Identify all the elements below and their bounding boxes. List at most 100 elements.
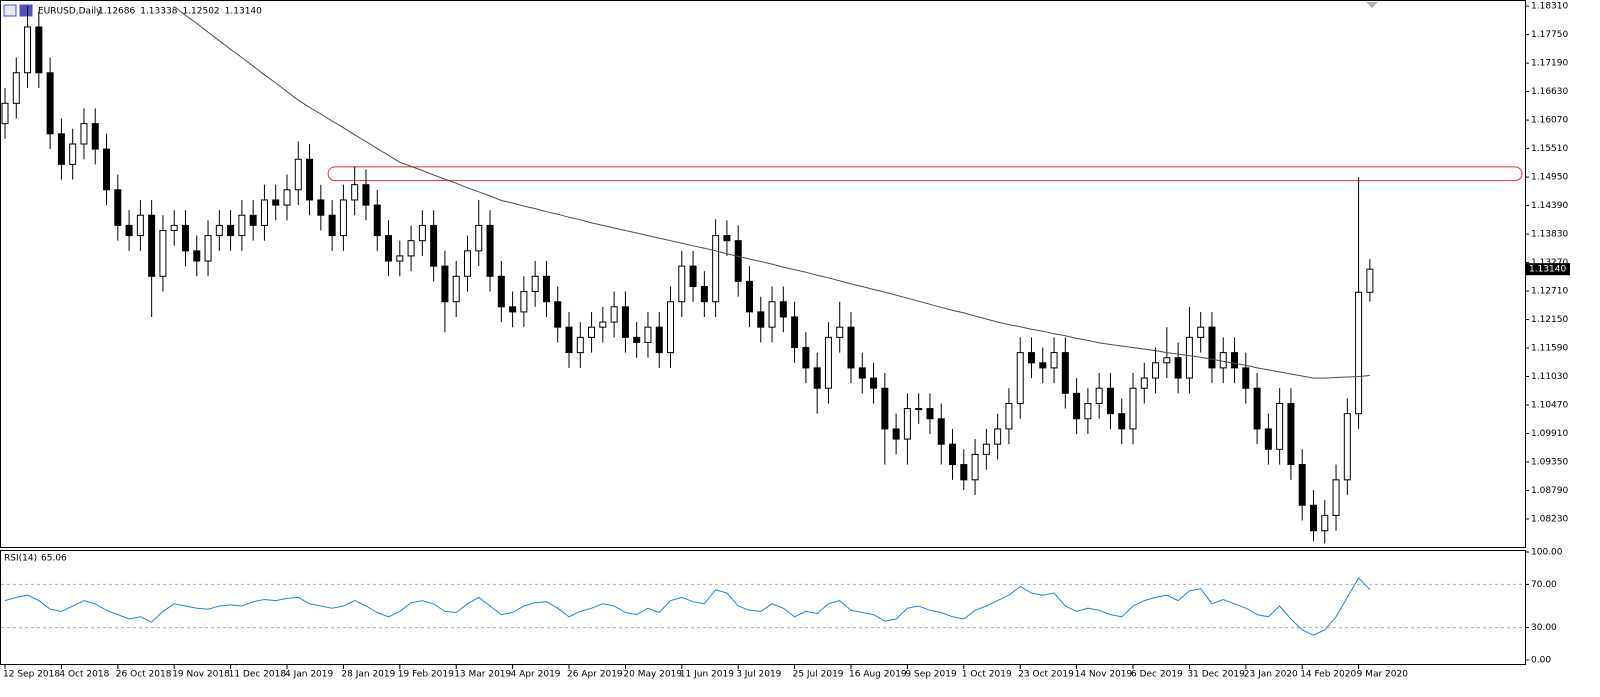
x-tick-label: 20 May 2019 <box>623 670 682 680</box>
candle-body <box>463 250 471 277</box>
x-tick-label: 23 Jan 2020 <box>1244 670 1298 680</box>
y-tick-label: 1.12710 <box>1531 287 1568 297</box>
candle-body <box>317 199 325 216</box>
y-tick-label: 1.11030 <box>1531 372 1568 382</box>
candle-body <box>791 316 799 349</box>
ohlc-value: 1.13338 <box>140 7 177 17</box>
x-tick-label: 28 Jan 2019 <box>341 670 395 680</box>
candle-body <box>655 326 663 354</box>
price-zone <box>327 166 1523 182</box>
candle-body <box>700 285 708 303</box>
candle-body <box>328 214 336 237</box>
x-tick-label: 4 Oct 2018 <box>59 670 109 680</box>
candle-body <box>486 224 494 277</box>
candle-body <box>159 229 167 277</box>
x-tick-label: 1 Oct 2019 <box>962 670 1012 680</box>
candle-body <box>1073 392 1081 420</box>
ohlc-value: 1.12686 <box>98 7 135 17</box>
candle-body <box>1298 464 1306 506</box>
x-tick-label: 16 Aug 2019 <box>849 670 907 680</box>
chart-shift-marker <box>1366 2 1378 8</box>
candle-body <box>520 291 528 313</box>
y-tick-label: 1.08790 <box>1531 486 1568 496</box>
y-tick-label: 1.09350 <box>1531 458 1568 468</box>
candle-body <box>982 443 990 455</box>
candle-body <box>644 326 652 343</box>
candle-body <box>1231 352 1239 369</box>
ohlc-value: 1.13140 <box>225 7 262 17</box>
candle-body <box>836 326 844 338</box>
chart-title: EURUSD,Daily <box>38 7 102 17</box>
candle-body <box>170 224 178 231</box>
x-tick-label: 11 Dec 2018 <box>229 670 287 680</box>
candle-body <box>418 224 426 242</box>
y-tick-label: 1.13830 <box>1531 230 1568 240</box>
candle-body <box>588 326 596 338</box>
moving-average <box>173 6 1370 379</box>
candle-body <box>779 301 787 318</box>
rsi-tick-label: 0.00 <box>1531 656 1551 666</box>
candle-body <box>621 306 629 338</box>
x-tick-label: 4 Jan 2019 <box>285 670 333 680</box>
candle-body <box>260 199 268 226</box>
candle-body <box>1287 402 1295 466</box>
candle-body <box>351 184 359 201</box>
x-tick-label: 14 Feb 2020 <box>1300 670 1356 680</box>
candle-body <box>1129 387 1137 430</box>
candle-body <box>441 265 449 303</box>
candle-body <box>1355 291 1363 415</box>
candle-body <box>1185 336 1193 379</box>
candle-body <box>1321 514 1329 532</box>
last-price-box <box>1526 263 1570 276</box>
candle-body <box>1095 387 1103 404</box>
candle-body <box>46 72 54 135</box>
rsi-tick-label: 30.00 <box>1531 623 1557 633</box>
candle-body <box>915 408 923 411</box>
x-tick-label: 9 Mar 2020 <box>1357 670 1409 680</box>
rsi-name: RSI(14) <box>4 554 37 564</box>
candle-body <box>1 102 9 125</box>
candle-body <box>136 214 144 237</box>
y-tick-label: 1.17750 <box>1531 30 1568 40</box>
candle-body <box>881 387 889 430</box>
x-tick-label: 14 Nov 2019 <box>1075 670 1133 680</box>
ohlc-value: 1.12502 <box>182 7 219 17</box>
candle-body <box>396 255 404 262</box>
candle-body <box>509 306 517 313</box>
x-tick-label: 26 Oct 2018 <box>116 670 172 680</box>
candle-body <box>554 301 562 328</box>
candle-body <box>193 250 201 262</box>
candle-body <box>870 377 878 389</box>
rsi-tick-label: 70.00 <box>1531 580 1557 590</box>
candle-body <box>1174 357 1182 379</box>
candle-body <box>215 224 223 237</box>
candle-body <box>565 326 573 354</box>
x-tick-label: 19 Nov 2018 <box>172 670 230 680</box>
candle-body <box>1084 402 1092 420</box>
y-tick-label: 1.13270 <box>1531 258 1568 268</box>
candles <box>1 6 1374 544</box>
candle-body <box>385 235 393 262</box>
candle-body <box>24 26 32 74</box>
candle-body <box>294 158 302 191</box>
x-tick-label: 25 Jul 2019 <box>793 670 844 680</box>
candle-body <box>1005 402 1013 430</box>
candle-body <box>768 301 776 328</box>
x-tick-label: 26 Apr 2019 <box>567 670 623 680</box>
candle-body <box>1027 352 1035 364</box>
candle-body <box>114 189 122 226</box>
candle-body <box>1106 387 1114 415</box>
candle-body <box>633 336 641 343</box>
candle-body <box>1197 326 1205 338</box>
y-tick-label: 1.14390 <box>1531 201 1568 211</box>
x-tick-label: 13 Mar 2019 <box>454 670 511 680</box>
candle-body <box>757 311 765 328</box>
candle-body <box>1118 413 1126 430</box>
candle-body <box>667 301 675 354</box>
x-tick-label: 6 Dec 2019 <box>1131 670 1183 680</box>
candle-body <box>1276 402 1284 450</box>
x-tick-label: 31 Dec 2019 <box>1187 670 1245 680</box>
candle-body <box>57 133 65 165</box>
last-price-label: 1.13140 <box>1529 265 1566 275</box>
rsi-panel-frame <box>0 550 1526 665</box>
